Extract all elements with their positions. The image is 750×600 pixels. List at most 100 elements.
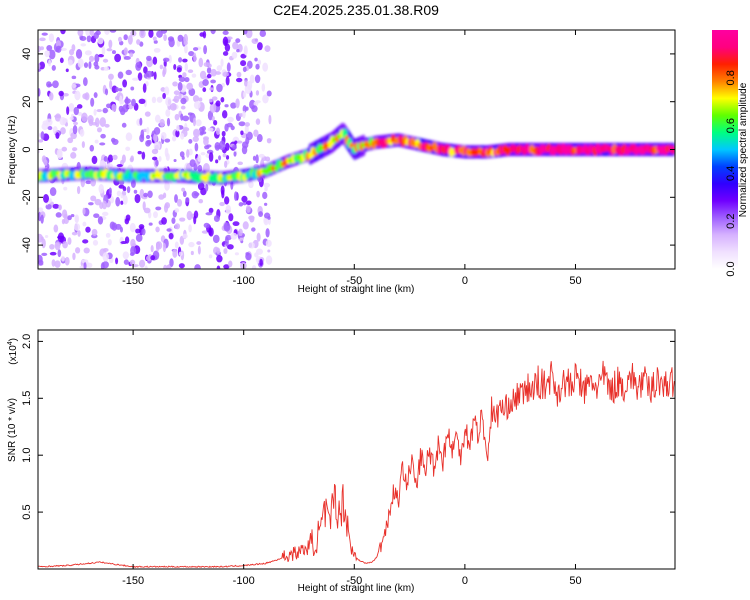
noise-speck <box>130 86 135 91</box>
noise-speck <box>216 265 221 269</box>
noise-speck <box>96 127 102 133</box>
noise-speck <box>92 239 99 246</box>
noise-speck <box>38 63 41 70</box>
noise-speck <box>249 74 255 84</box>
noise-speck <box>114 53 122 63</box>
noise-speck <box>257 42 263 51</box>
noise-speck <box>83 77 88 87</box>
spectrogram-ridge <box>38 122 675 186</box>
noise-speck <box>236 140 243 144</box>
noise-speck <box>139 117 143 126</box>
noise-speck <box>238 228 243 237</box>
noise-speck <box>115 257 119 265</box>
x-tick-label: -50 <box>346 275 362 287</box>
noise-speck <box>139 188 145 198</box>
noise-speck <box>137 150 142 155</box>
noise-speck <box>251 38 259 44</box>
noise-speck <box>223 222 231 232</box>
noise-speck <box>238 121 246 127</box>
noise-speck <box>102 58 109 63</box>
noise-speck <box>187 112 193 116</box>
noise-speck <box>215 127 221 135</box>
noise-speck <box>156 30 163 38</box>
noise-speck <box>173 64 177 70</box>
noise-speck <box>146 55 152 61</box>
noise-speck <box>39 37 46 42</box>
noise-speck <box>122 251 130 260</box>
noise-speck <box>120 108 126 116</box>
noise-speck <box>146 255 152 261</box>
noise-speck <box>85 226 91 233</box>
noise-speck <box>248 242 255 249</box>
noise-speck <box>193 210 199 219</box>
noise-speck <box>80 35 87 42</box>
noise-speck <box>182 58 188 63</box>
noise-speck <box>73 106 79 116</box>
noise-speck <box>152 56 158 65</box>
noise-speck <box>74 223 81 231</box>
noise-speck <box>196 241 202 245</box>
noise-speck <box>224 236 229 247</box>
noise-speck <box>49 251 57 256</box>
noise-speck <box>99 142 106 146</box>
noise-speck <box>174 223 181 230</box>
noise-speck <box>44 234 49 239</box>
noise-speck <box>165 97 172 107</box>
noise-speck <box>102 211 109 217</box>
snr-multiplier-base: (x10 <box>8 345 19 365</box>
noise-speck <box>121 122 127 128</box>
spectrogram-y-label: Frequency (Hz) <box>7 116 18 185</box>
noise-speck <box>155 226 160 233</box>
noise-speck <box>182 72 187 78</box>
noise-speck <box>186 82 194 91</box>
noise-speck <box>104 123 110 128</box>
noise-speck <box>135 228 141 234</box>
noise-speck <box>243 30 248 35</box>
noise-speck <box>192 136 199 143</box>
noise-speck <box>166 228 172 232</box>
noise-speck <box>178 251 183 257</box>
noise-speck <box>120 200 124 205</box>
noise-speck <box>259 258 263 267</box>
noise-speck <box>189 159 196 167</box>
noise-speck <box>67 59 73 66</box>
noise-speck <box>223 264 230 269</box>
noise-speck <box>138 259 146 268</box>
noise-speck <box>153 40 158 44</box>
noise-speck <box>182 115 190 122</box>
noise-speck <box>170 103 177 111</box>
noise-speck <box>52 203 60 209</box>
snr-x-ticks: -150 -100 -50 0 50 <box>122 330 582 587</box>
noise-speck <box>123 55 131 60</box>
noise-speck <box>155 241 163 250</box>
noise-speck <box>125 96 129 107</box>
colorbar-tick-label: 0.0 <box>725 261 737 276</box>
noise-speck <box>97 37 104 45</box>
noise-speck <box>40 131 45 140</box>
noise-speck <box>215 247 221 254</box>
noise-speck <box>105 163 113 169</box>
noise-speck <box>179 235 185 245</box>
noise-speck <box>85 180 92 185</box>
noise-speck <box>251 105 258 113</box>
noise-speck <box>143 207 151 214</box>
noise-speck <box>164 86 170 96</box>
noise-speck <box>165 152 170 161</box>
noise-speck <box>176 198 183 207</box>
noise-speck <box>185 197 190 203</box>
noise-speck <box>54 241 61 251</box>
noise-speck <box>216 255 223 263</box>
noise-speck <box>133 189 138 194</box>
noise-speck <box>63 186 68 191</box>
noise-speck <box>151 148 159 155</box>
noise-speck <box>177 81 183 91</box>
noise-speck <box>262 62 269 72</box>
noise-speck <box>125 132 133 142</box>
noise-speck <box>215 71 222 75</box>
noise-speck <box>138 98 146 105</box>
noise-speck <box>255 154 259 164</box>
noise-speck <box>180 113 184 121</box>
noise-speck <box>241 195 248 203</box>
noise-speck <box>259 30 267 38</box>
noise-speck <box>47 126 53 131</box>
